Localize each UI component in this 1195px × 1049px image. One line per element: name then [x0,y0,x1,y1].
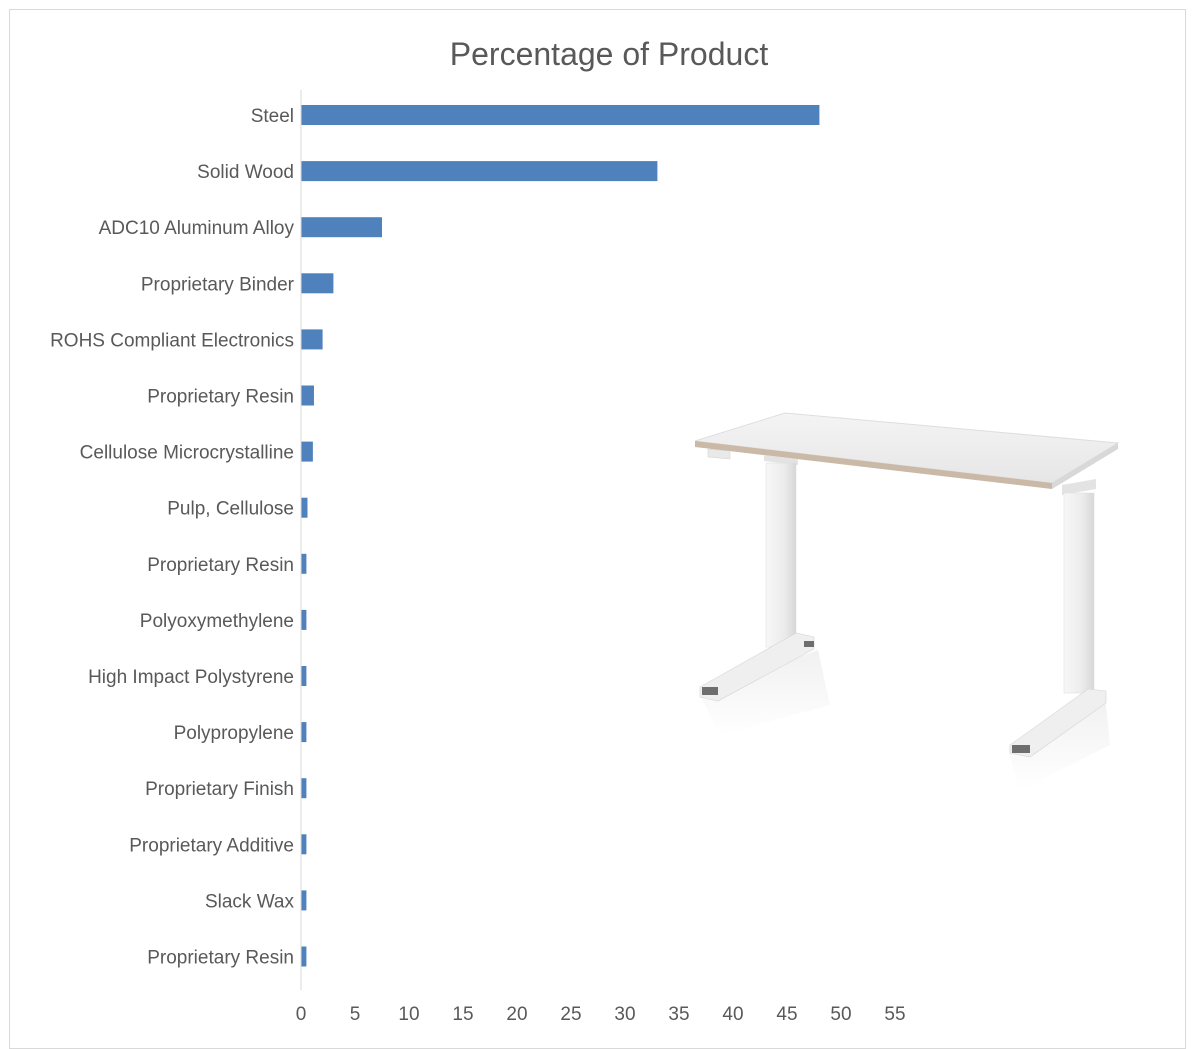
x-tick-label: 55 [884,1004,905,1025]
x-tick-label: 45 [776,1004,797,1025]
x-tick-label: 25 [560,1004,581,1025]
bar [301,161,658,182]
x-tick-label: 35 [668,1004,689,1025]
category-label: Solid Wood [197,162,294,183]
bar [301,273,334,294]
bar [301,666,307,686]
category-label: High Impact Polystyrene [88,667,294,688]
bar [301,105,820,125]
bar [301,609,307,630]
category-label: Proprietary Additive [129,835,294,856]
bar [301,890,307,911]
x-tick-label: 50 [830,1004,851,1025]
category-label: Polyoxymethylene [140,611,294,632]
x-tick-label: 0 [296,1004,307,1025]
bar [301,834,307,855]
bar [301,385,314,406]
category-label: Polypropylene [174,723,294,744]
x-tick-label: 5 [350,1004,361,1025]
category-label: Pulp, Cellulose [167,499,294,520]
category-labels: Steel Solid Wood ADC10 Aluminum Alloy Propr… [50,106,295,969]
bar [301,778,307,799]
bar [301,946,307,967]
bar [301,553,307,574]
bar [301,217,382,238]
x-tick-labels: 0 5 10 15 20 25 30 35 40 45 50 55 [296,1004,906,1025]
category-label: Proprietary Resin [147,948,294,969]
x-tick-label: 20 [506,1004,527,1025]
category-label: Proprietary Binder [141,274,295,295]
bar [301,497,308,518]
category-label: ROHS Compliant Electronics [50,330,294,351]
bars-group [301,105,820,967]
bar [301,441,313,462]
desk-product-image [694,412,1120,790]
x-tick-label: 30 [614,1004,635,1025]
bar [301,329,323,350]
category-label: Proprietary Finish [145,779,294,800]
category-label: Cellulose Microcrystalline [80,443,294,464]
category-label: Slack Wax [205,891,295,912]
category-label: Steel [251,106,294,127]
chart-title: Percentage of Product [449,36,769,72]
bar [301,722,307,743]
x-tick-label: 15 [452,1004,473,1025]
x-tick-label: 40 [722,1004,743,1025]
category-label: Proprietary Resin [147,555,294,576]
x-tick-label: 10 [398,1004,419,1025]
category-label: Proprietary Resin [147,387,294,408]
category-label: ADC10 Aluminum Alloy [99,218,295,239]
